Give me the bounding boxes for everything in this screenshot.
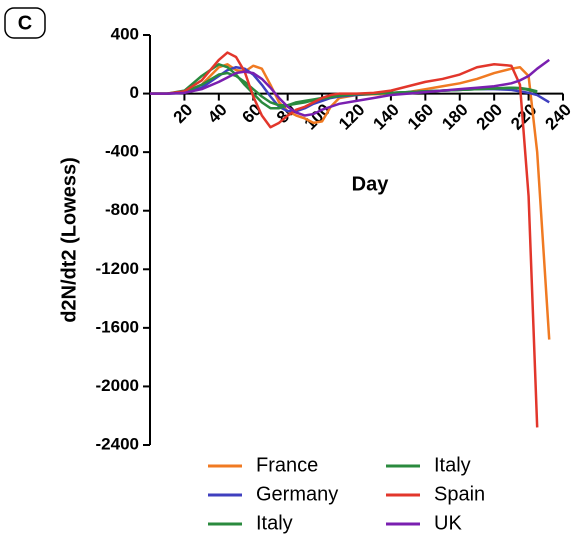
x-tick-label: 140 bbox=[369, 100, 402, 133]
panel-label: C bbox=[18, 12, 32, 34]
x-tick-label: 160 bbox=[404, 100, 437, 133]
y-tick-label: -1200 bbox=[96, 259, 139, 278]
series-line bbox=[150, 63, 551, 340]
y-tick-label: -2000 bbox=[96, 376, 139, 395]
legend-label: Germany bbox=[256, 483, 338, 505]
series-line bbox=[150, 58, 550, 117]
x-axis-label: Day bbox=[352, 173, 390, 195]
x-tick-label: 240 bbox=[542, 100, 575, 133]
panel-box bbox=[4, 7, 46, 39]
x-tick-label: 120 bbox=[335, 100, 368, 133]
legend-label: Italy bbox=[434, 454, 471, 476]
series-line bbox=[150, 51, 539, 428]
y-tick-label: 0 bbox=[130, 83, 139, 102]
x-tick-label: 180 bbox=[438, 100, 471, 133]
y-tick-label: -2400 bbox=[96, 434, 139, 453]
y-tick-label: -400 bbox=[105, 142, 139, 161]
x-tick-label: 20 bbox=[170, 100, 197, 127]
y-tick-label: 400 bbox=[111, 24, 139, 43]
legend-label: France bbox=[256, 454, 318, 476]
y-tick-label: -1600 bbox=[96, 317, 139, 336]
x-tick-label: 200 bbox=[473, 100, 506, 133]
x-tick-label: 40 bbox=[204, 100, 231, 127]
legend-label: Italy bbox=[256, 512, 293, 534]
y-tick-label: -800 bbox=[105, 200, 139, 219]
legend-label: Spain bbox=[434, 483, 485, 505]
legend-label: UK bbox=[434, 512, 462, 534]
y-axis-label: d2N/dt2 (Lowess) bbox=[58, 157, 80, 323]
